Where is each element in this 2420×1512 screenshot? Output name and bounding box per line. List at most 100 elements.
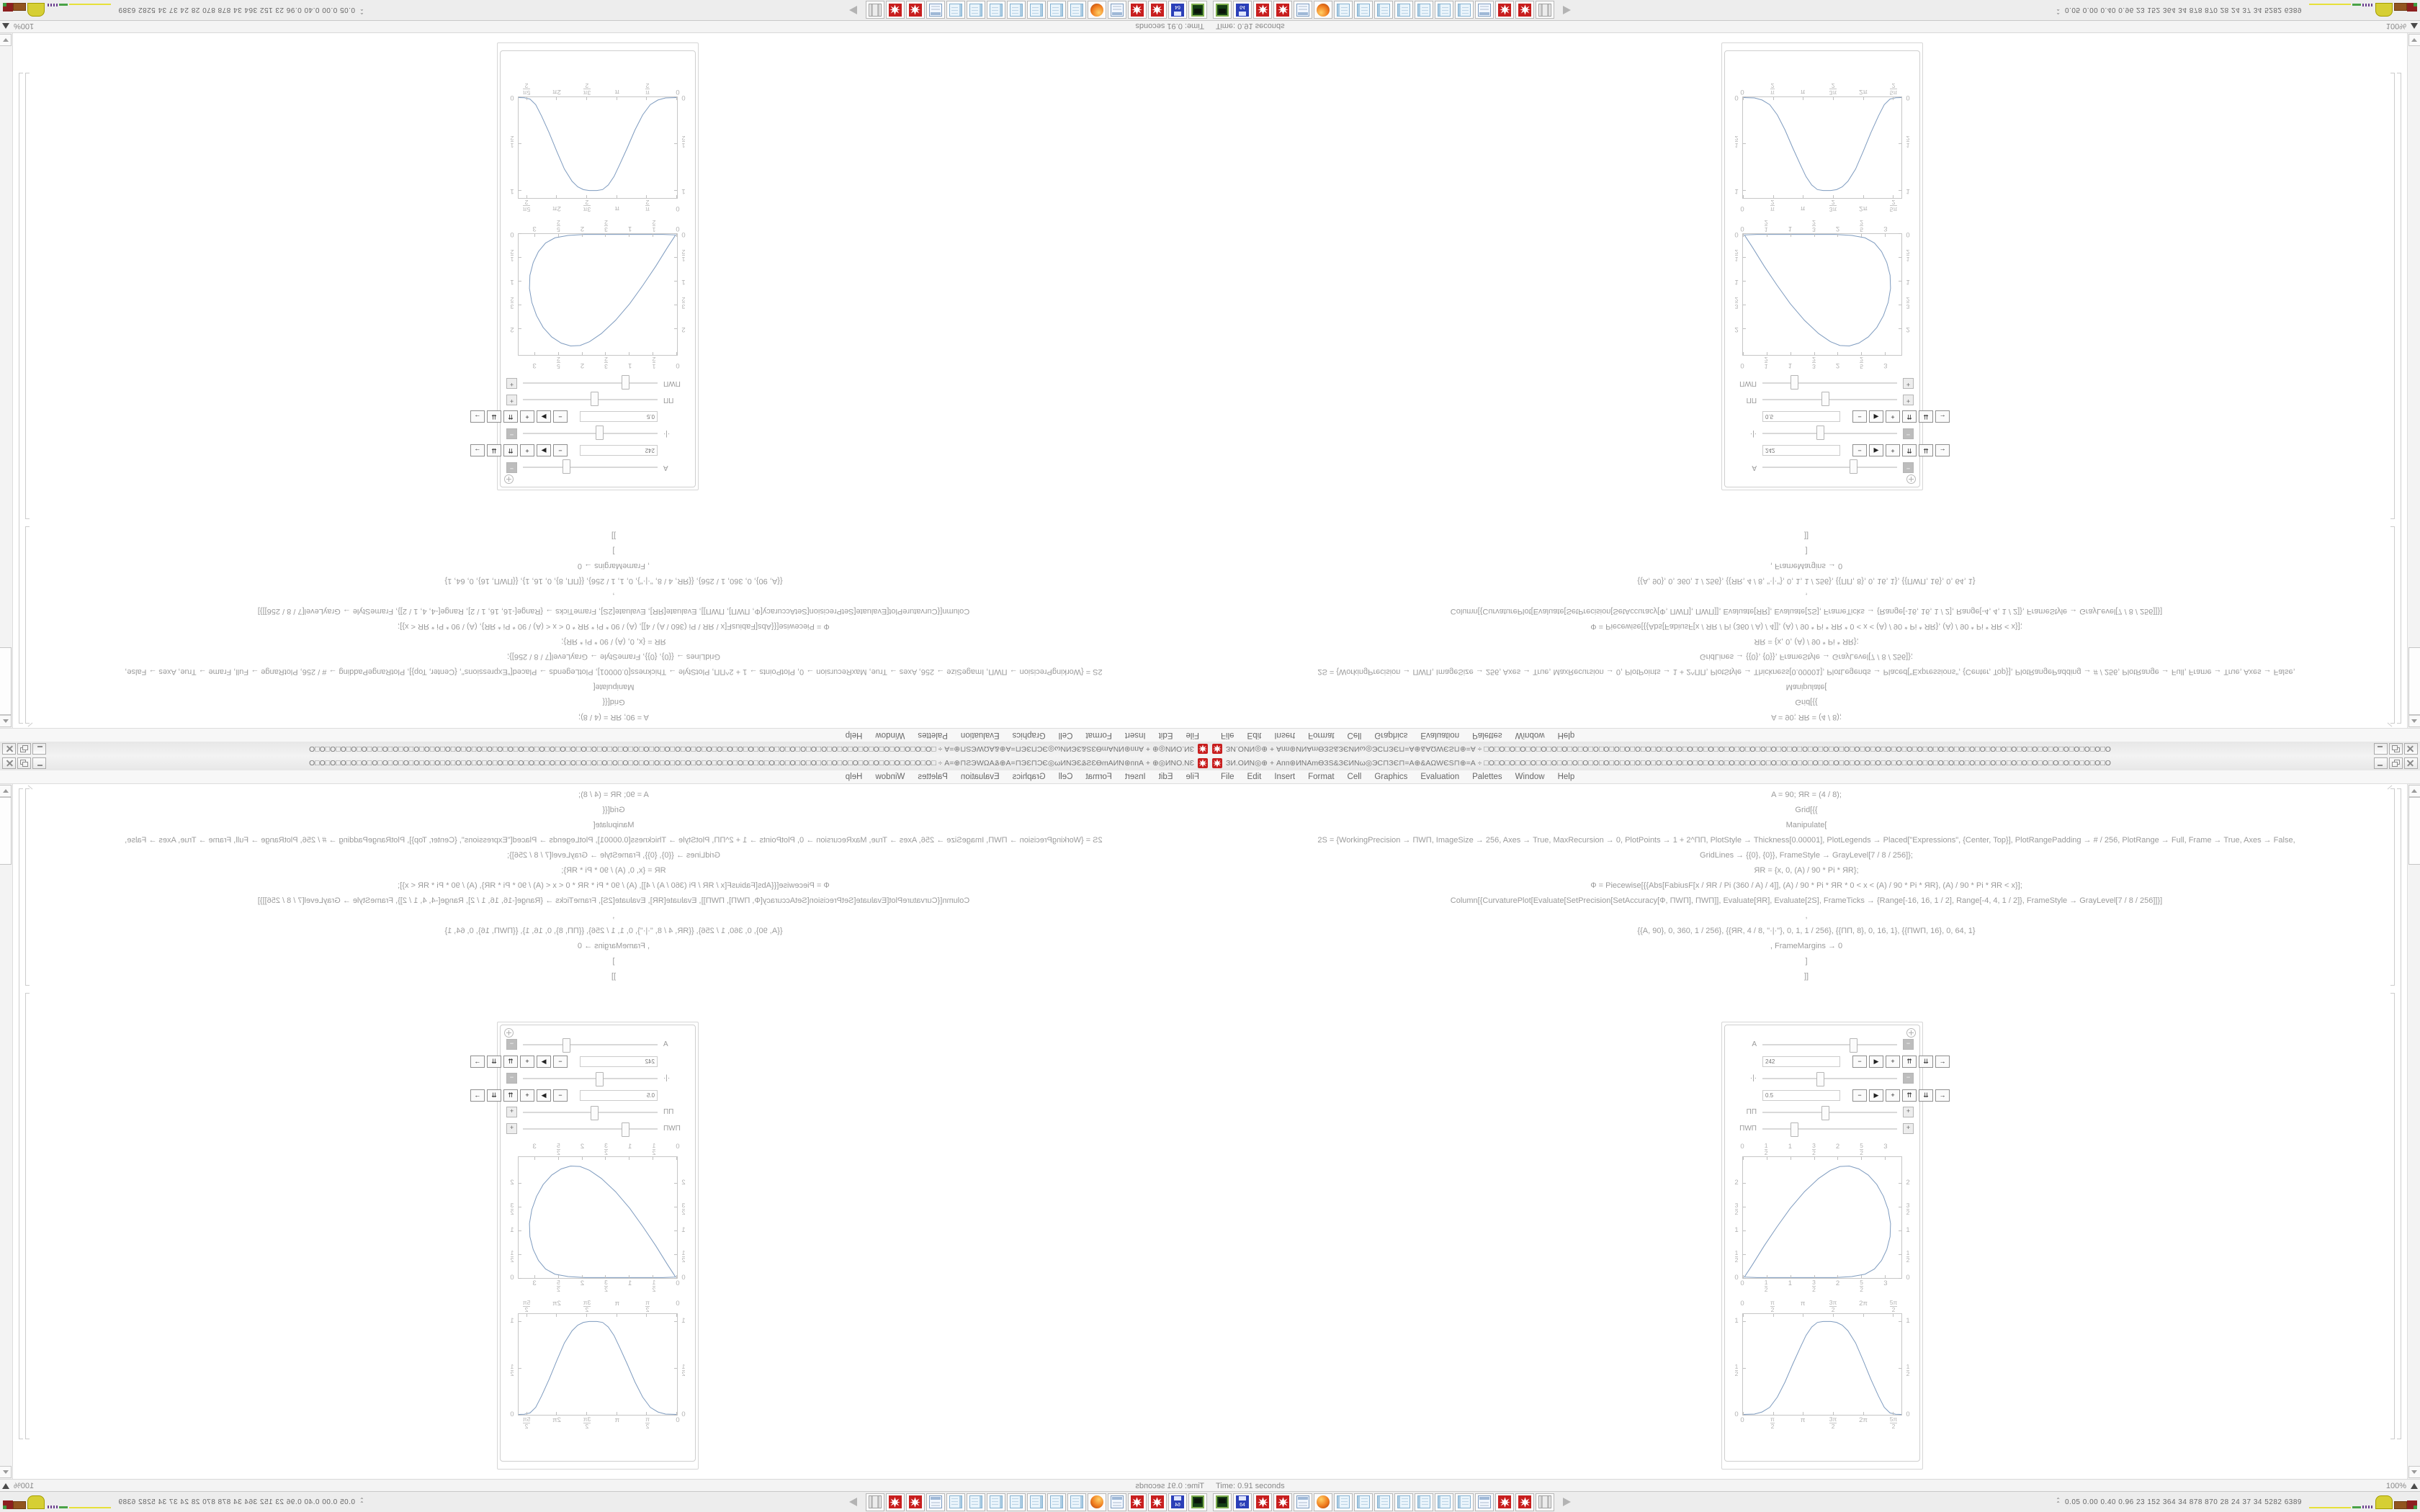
collapse-icon[interactable]: −: [506, 1039, 517, 1050]
faster-button[interactable]: ⇈: [503, 444, 518, 457]
code-line-6[interactable]: ЯR = {x, 0, (A) / 90 * Pi * ЯR};: [561, 637, 666, 646]
close-button[interactable]: [2404, 743, 2418, 755]
input-cell-code[interactable]: A = 90; ЯR = (4 / 8); Grid[{{Manipulate[2…: [32, 528, 1196, 724]
slider-track[interactable]: [1762, 375, 1897, 390]
taskbar-button-spikey[interactable]: [1128, 1493, 1147, 1511]
slider-thumb[interactable]: [562, 459, 570, 474]
code-line-8[interactable]: Column[{CurvaturePlot[Evaluate[SetPrecis…: [1450, 896, 2163, 905]
collapse-icon[interactable]: −: [506, 1073, 517, 1084]
code-line-11[interactable]: , FrameMargins → 0: [1770, 562, 1843, 570]
menu-item-help[interactable]: Help: [845, 773, 863, 781]
taskbar-button-notepad[interactable]: [1067, 1493, 1086, 1511]
menu-item-window[interactable]: Window: [875, 773, 905, 781]
taskbar-button-notepad[interactable]: [987, 1, 1005, 19]
taskbar-button-arrow[interactable]: [1556, 1, 1574, 19]
taskbar-button-floppy[interactable]: 64: [1168, 1, 1187, 19]
notebook-area[interactable]: A = 90; ЯR = (4 / 8); Grid[{{Manipulate[2…: [1210, 33, 2420, 728]
slider-thumb[interactable]: [1816, 426, 1824, 441]
play-button[interactable]: ▶: [1869, 444, 1883, 457]
taskbar-button-notepad[interactable]: [1354, 1, 1373, 19]
manipulate-menu-icon[interactable]: [1906, 474, 1916, 484]
menu-item-graphics[interactable]: Graphics: [1374, 773, 1408, 781]
code-line-10[interactable]: {{A, 90}, 0, 360, 1 / 256}, {{ЯR, 4 / 8,…: [444, 577, 783, 585]
faster-button[interactable]: ⇈: [1902, 444, 1917, 457]
cell-bracket-group[interactable]: [2397, 73, 2401, 724]
magnification-value[interactable]: 100%: [14, 22, 35, 31]
taskbar-button-calculator[interactable]: [1108, 1, 1126, 19]
taskbar-button-arrow[interactable]: [1556, 1493, 1574, 1511]
notebook-area[interactable]: A = 90; ЯR = (4 / 8); Grid[{{Manipulate[2…: [0, 33, 1210, 728]
expand-icon[interactable]: +: [1903, 1107, 1914, 1117]
code-line-6[interactable]: ЯR = {x, 0, (A) / 90 * Pi * ЯR};: [1754, 866, 1859, 875]
menu-item-cell[interactable]: Cell: [1058, 773, 1073, 781]
menu-item-evaluation[interactable]: Evaluation: [960, 731, 1000, 739]
taskbar-button-notepad[interactable]: [1455, 1493, 1474, 1511]
slower-button[interactable]: ⇊: [487, 410, 501, 423]
play-button[interactable]: ▶: [537, 410, 551, 423]
menu-item-evaluation[interactable]: Evaluation: [1420, 773, 1460, 781]
slider-thumb[interactable]: [590, 392, 599, 407]
scroll-up-icon[interactable]: [0, 715, 12, 727]
window-title-bar[interactable]: ЗИ.ОИN◎⊕ + Апп⊛ИNАmѲЗS&ЗЄИNω◎ЭС⊓ЗЄ⊓=А⊕&А…: [0, 756, 1210, 771]
taskbar-button-notepad[interactable]: [1435, 1, 1453, 19]
code-line-10[interactable]: {{A, 90}, 0, 360, 1 / 256}, {{ЯR, 4 / 8,…: [1637, 927, 1976, 935]
menu-item-format[interactable]: Format: [1308, 731, 1335, 739]
code-line-3[interactable]: Manipulate[: [1785, 821, 1827, 829]
taskbar-button-scroll[interactable]: [866, 1493, 884, 1511]
slider-track[interactable]: [523, 426, 658, 441]
taskbar-button-calculator[interactable]: [1475, 1493, 1494, 1511]
taskbar-button-spikey[interactable]: [1253, 1493, 1272, 1511]
cell-bracket-group[interactable]: [19, 73, 23, 724]
step-forward-button[interactable]: +: [1886, 1055, 1900, 1068]
cell-bracket-output[interactable]: [2390, 993, 2395, 1439]
taskbar-button-floppy[interactable]: 64: [1233, 1, 1252, 19]
input-cell-code[interactable]: A = 90; ЯR = (4 / 8); Grid[{{Manipulate[2…: [1224, 528, 2388, 724]
cell-bracket-output[interactable]: [2390, 73, 2395, 519]
window-title-bar[interactable]: ЗИ.ОИN◎⊕ + Апп⊛ИNАmѲЗS&ЗЄИNω◎ЭС⊓ЗЄ⊓=А⊕&А…: [0, 741, 1210, 756]
magnification-popup-icon[interactable]: [2411, 1482, 2418, 1489]
step-forward-button[interactable]: +: [520, 410, 534, 423]
menu-item-evaluation[interactable]: Evaluation: [960, 773, 1000, 781]
slider-track[interactable]: [1762, 426, 1897, 441]
menu-item-format[interactable]: Format: [1308, 773, 1335, 781]
slider-value-input[interactable]: [580, 411, 658, 423]
expand-icon[interactable]: +: [1903, 378, 1914, 389]
slider-track[interactable]: [523, 1122, 658, 1137]
code-line-6[interactable]: ЯR = {x, 0, (A) / 90 * Pi * ЯR};: [1754, 637, 1859, 646]
taskbar-button-floppy[interactable]: 64: [1233, 1493, 1252, 1511]
code-line-8[interactable]: Column[{CurvaturePlot[Evaluate[SetPrecis…: [1450, 607, 2163, 616]
vertical-scrollbar[interactable]: [0, 784, 13, 1479]
tray-collapse-icon[interactable]: ⌃ ⌃: [359, 5, 364, 15]
step-back-button[interactable]: −: [553, 410, 568, 423]
menu-item-edit[interactable]: Edit: [1247, 773, 1262, 781]
collapse-icon[interactable]: −: [1903, 1039, 1914, 1050]
taskbar-button-calculator[interactable]: [1294, 1493, 1312, 1511]
menu-item-palettes[interactable]: Palettes: [918, 773, 948, 781]
slower-button[interactable]: ⇊: [487, 444, 501, 457]
taskbar-button-calculator[interactable]: [1108, 1493, 1126, 1511]
close-button[interactable]: [2, 757, 16, 769]
code-line-8[interactable]: Column[{CurvaturePlot[Evaluate[SetPrecis…: [257, 896, 970, 905]
step-back-button[interactable]: −: [553, 444, 568, 457]
taskbar-button-notepad[interactable]: [1455, 1, 1474, 19]
menu-item-insert[interactable]: Insert: [1124, 773, 1146, 781]
slider-track[interactable]: [1762, 459, 1897, 474]
step-forward-button[interactable]: +: [1886, 1089, 1900, 1102]
magnification-value[interactable]: 100%: [2385, 22, 2406, 31]
menu-item-edit[interactable]: Edit: [1247, 731, 1262, 739]
faster-button[interactable]: ⇈: [503, 1089, 518, 1102]
taskbar-button-calculator[interactable]: [1294, 1, 1312, 19]
cell-bracket-group[interactable]: [19, 788, 23, 1439]
taskbar-button-notepad[interactable]: [1394, 1, 1413, 19]
step-forward-button[interactable]: +: [520, 1055, 534, 1068]
direction-button[interactable]: →: [470, 410, 485, 423]
taskbar-button-scroll[interactable]: [866, 1, 884, 19]
menu-item-cell[interactable]: Cell: [1347, 773, 1362, 781]
direction-button[interactable]: →: [470, 1055, 485, 1068]
code-line-1[interactable]: A = 90; ЯR = (4 / 8);: [578, 791, 649, 799]
slider-value-input[interactable]: [580, 1089, 658, 1101]
code-line-9[interactable]: ,: [612, 912, 615, 920]
taskbar-button-notepad[interactable]: [1027, 1, 1046, 19]
slider-track[interactable]: [1762, 392, 1897, 407]
taskbar-button-spikey[interactable]: [886, 1493, 905, 1511]
